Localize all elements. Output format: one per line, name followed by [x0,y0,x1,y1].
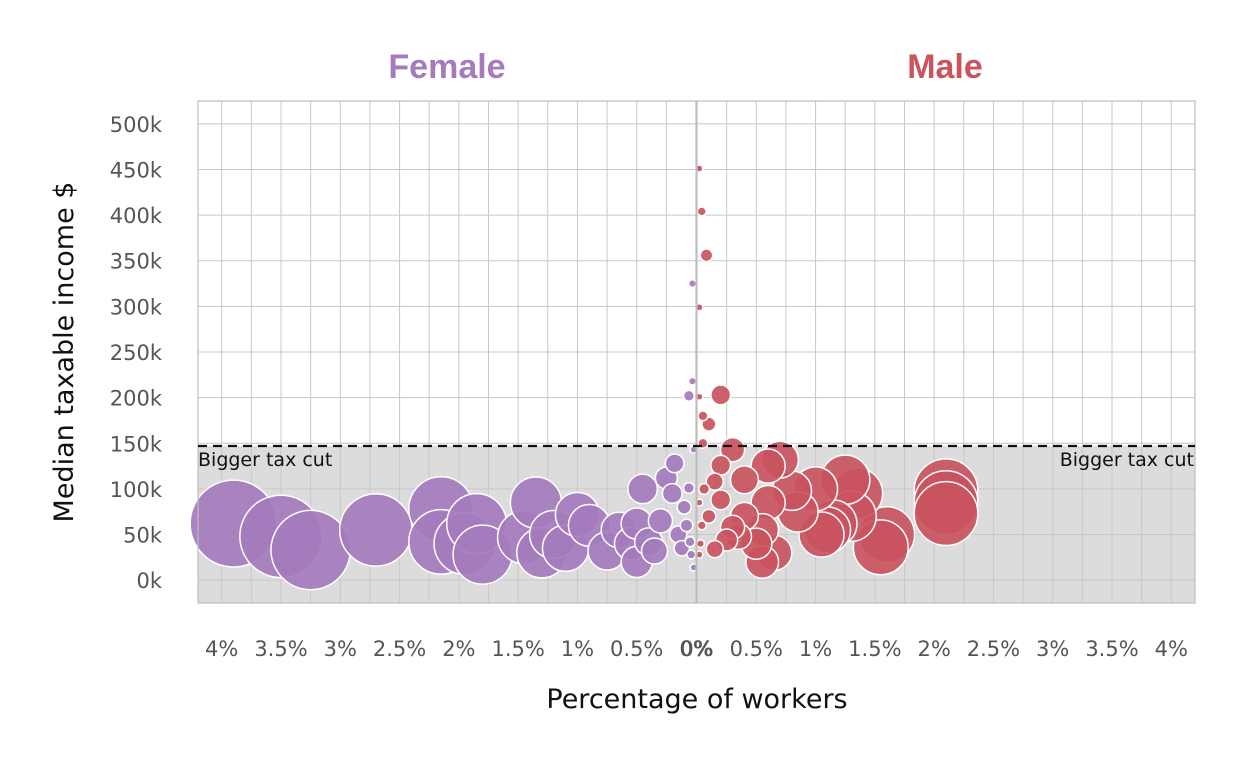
x-axis-label: Percentage of workers [546,684,847,715]
data-point-male [710,384,732,406]
data-point-male [697,482,711,496]
y-tick-label: 150k [110,432,163,456]
data-point-male [705,472,725,491]
y-tick-label: 0k [136,569,162,593]
x-tick-label: 3% [324,637,357,661]
data-point-male [710,454,732,476]
y-tick-label: 400k [110,204,163,228]
data-point-female [686,549,697,560]
y-tick-label: 500k [110,113,163,137]
x-tick-label: 1% [561,637,594,661]
data-point-male [696,206,707,217]
data-point-male [701,508,717,524]
data-point-male [699,248,714,263]
x-tick-label: 0% [679,637,712,661]
data-point-female [664,453,685,474]
y-tick-label: 250k [110,341,163,365]
frame-layer [197,100,1196,604]
panel-title-female: Female [388,48,505,86]
x-tick-label: 3% [1036,637,1069,661]
x-tick-label: 1.5% [848,637,901,661]
y-tick-label: 450k [110,158,163,182]
data-point-male [750,448,786,484]
data-point-female [647,508,674,534]
x-tick-label: 2.5% [373,637,426,661]
y-tick-label: 100k [110,478,163,502]
data-point-male [710,489,732,511]
data-point-male [697,410,709,422]
x-tick-label: 0.5% [730,637,783,661]
x-tick-label: 4% [1155,637,1188,661]
x-tick-label: 0% [680,637,713,661]
x-tick-label: 2.5% [967,637,1020,661]
y-tick-label: 350k [110,250,163,274]
x-tick-label: 0.5% [610,637,663,661]
data-point-female [338,493,413,567]
x-tick-label: 1% [799,637,832,661]
data-point-male [705,539,725,559]
x-tick-label: 2% [442,637,475,661]
data-point-female [661,482,683,505]
tick-layer: 0%0.5%1%1.5%2%2.5%3%3.5%4% 0% 0.5% 1% 1.5% 2%… [110,113,1188,661]
panel-title-male: Male [907,48,983,86]
y-tick-label: 300k [110,295,163,319]
data-point-female [684,536,696,548]
data-point-female [270,509,352,591]
data-point-male [719,436,746,463]
threshold-label-male: Bigger tax cut [1060,449,1194,471]
threshold-label-female: Bigger tax cut [198,449,332,471]
data-point-male [695,539,706,549]
data-point-female [679,518,694,533]
data-point-male [729,465,760,495]
data-point-female [687,376,698,386]
data-point-female [627,473,659,505]
data-point-female [676,499,692,515]
data-point-female [682,481,696,495]
data-point-female [687,278,698,289]
point-layer [189,164,979,591]
y-tick-label: 50k [123,524,163,548]
panel-frame-female [197,100,697,604]
data-point-male [913,480,979,547]
panel-frame-male [696,100,1196,604]
data-point-male [696,520,707,531]
x-tick-label: 3.5% [1085,637,1138,661]
x-tick-label: 3.5% [254,637,307,661]
y-tick-label: 200k [110,387,163,411]
y-axis-label: Median taxable income $ [49,182,80,523]
data-point-female [682,389,696,402]
x-tick-label: 4% [205,637,238,661]
x-tick-label: 2% [917,637,950,661]
x-tick-label: 1.5% [491,637,544,661]
data-point-female [640,537,669,565]
